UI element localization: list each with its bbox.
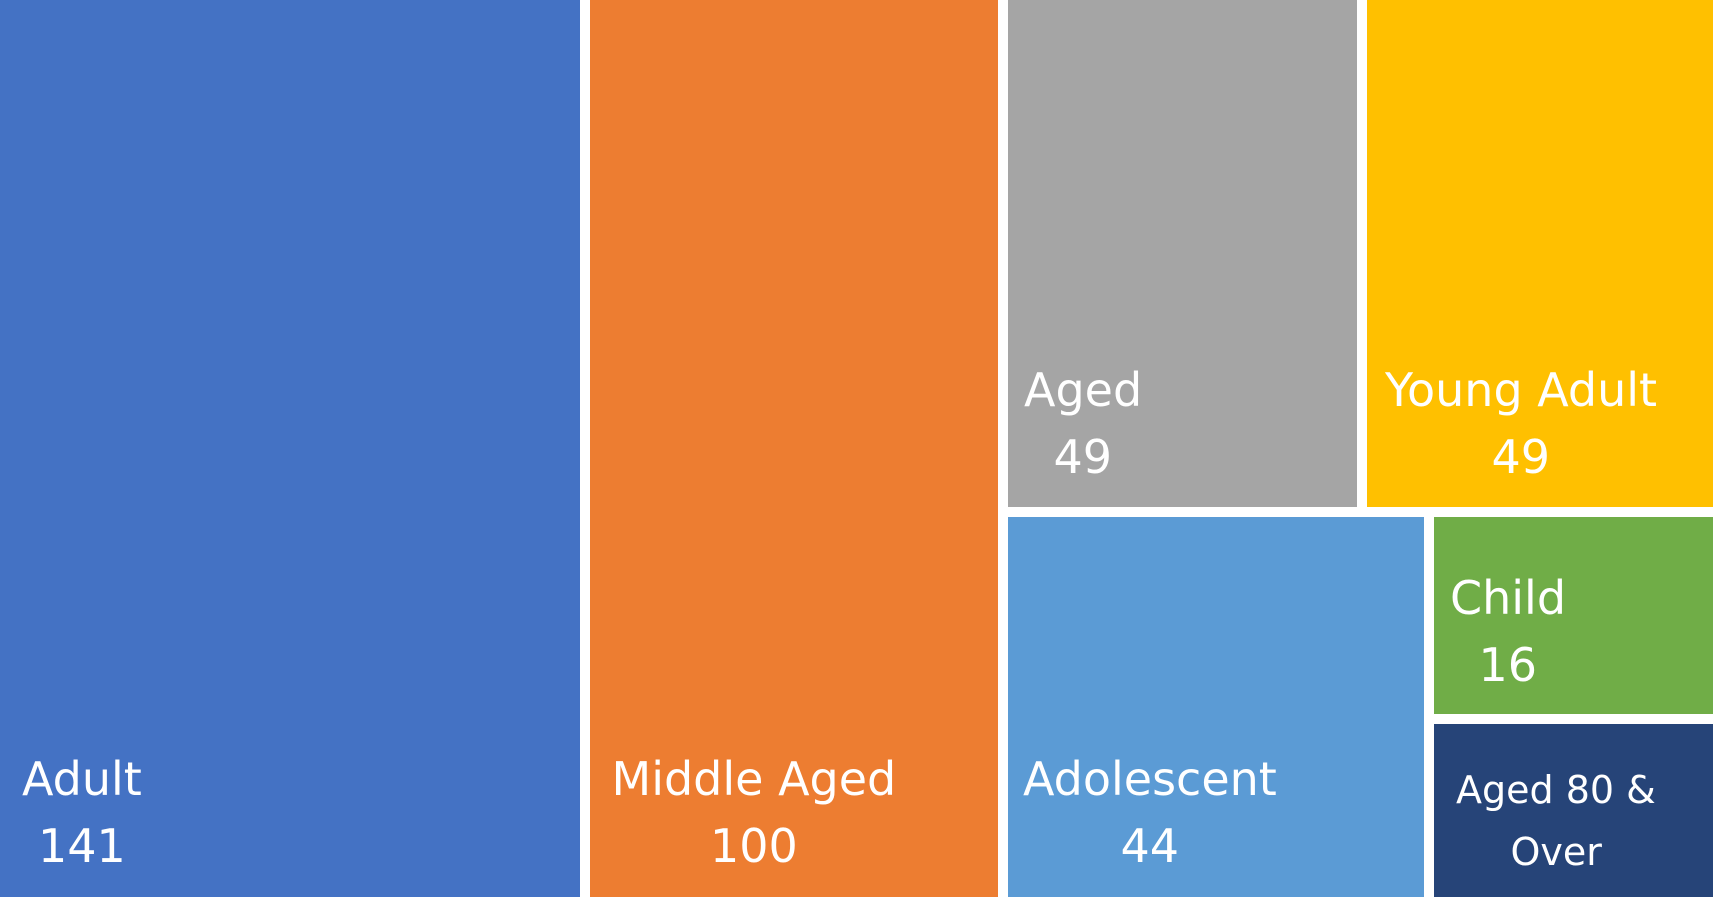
tile-middle-aged: Middle Aged 100 bbox=[590, 0, 998, 897]
tile-child: Child 16 bbox=[1434, 517, 1713, 714]
tile-aged-80-and-over: Aged 80 & Over bbox=[1434, 724, 1713, 897]
tile-label: Child bbox=[1450, 571, 1567, 625]
tile-label: Middle Aged bbox=[611, 752, 897, 806]
tile-value: 44 bbox=[1120, 819, 1180, 873]
tile-value: 49 bbox=[1053, 430, 1113, 484]
tile-label: Aged bbox=[1024, 363, 1143, 417]
tile-value: 100 bbox=[710, 819, 798, 873]
tile-value: 16 bbox=[1478, 638, 1538, 692]
tile-label: Adolescent bbox=[1023, 752, 1277, 806]
tile-adolescent: Adolescent 44 bbox=[1008, 517, 1424, 897]
tile-label-line2: Over bbox=[1510, 830, 1602, 874]
tile-aged: Aged 49 bbox=[1008, 0, 1357, 507]
tile-young-adult: Young Adult 49 bbox=[1367, 0, 1713, 507]
tile-label: Adult bbox=[22, 752, 142, 806]
tile-value: 49 bbox=[1491, 430, 1551, 484]
tile-value: 141 bbox=[38, 819, 126, 873]
tile-label: Aged 80 & bbox=[1456, 768, 1656, 812]
tile-adult: Adult 141 bbox=[0, 0, 580, 897]
tile-label: Young Adult bbox=[1385, 363, 1658, 417]
